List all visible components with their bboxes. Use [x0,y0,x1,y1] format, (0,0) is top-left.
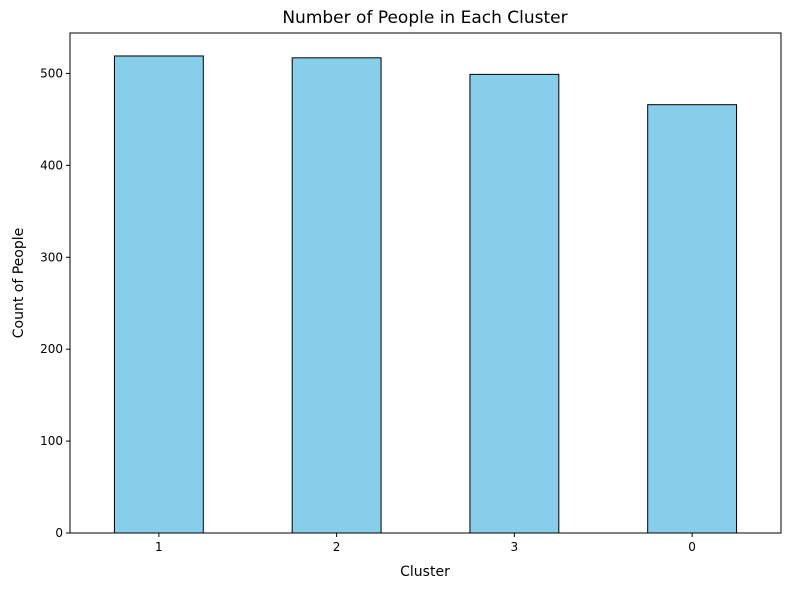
y-tick-label: 400 [40,158,63,172]
x-axis-ticks: 1 2 3 0 [155,533,696,554]
y-axis-ticks: 0 100 200 300 400 500 [40,66,70,540]
y-tick-label: 100 [40,434,63,448]
y-tick-label: 300 [40,250,63,264]
x-tick-label: 3 [511,540,519,554]
bar-cluster-2 [291,57,382,534]
chart-title: Number of People in Each Cluster [282,8,567,28]
y-tick-label: 200 [40,342,63,356]
y-tick-label: 500 [40,66,63,80]
bars [113,55,738,534]
x-tick-label: 1 [155,540,163,554]
plot-area-frame [69,32,782,534]
bar-cluster-0 [647,104,738,534]
x-tick-label: 0 [688,540,696,554]
x-axis-label: Cluster [400,564,450,580]
bar-cluster-3 [469,73,560,534]
x-tick-label: 2 [333,540,341,554]
bar-cluster-1 [113,55,204,534]
y-axis-label: Count of People [11,228,27,338]
y-tick-label: 0 [55,526,63,540]
